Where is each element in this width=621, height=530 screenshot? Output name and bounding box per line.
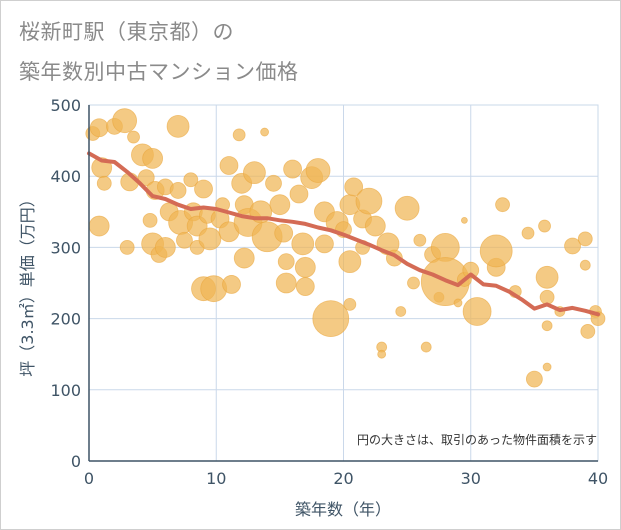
bubble-point — [265, 174, 282, 192]
y-tick-label: 0 — [71, 452, 81, 471]
bubble-point — [88, 215, 110, 237]
bubble-point — [343, 297, 357, 311]
chart-title-line-1: 桜新町駅（東京都）の — [19, 20, 234, 44]
x-tick-label: 10 — [206, 469, 226, 488]
bubble-point — [112, 108, 138, 134]
y-tick-label: 300 — [50, 238, 81, 257]
y-tick-label: 400 — [50, 167, 81, 186]
bubble-point — [291, 232, 315, 256]
bubble-point — [453, 298, 463, 308]
bubble-point — [200, 275, 228, 303]
bubble-point — [96, 175, 112, 191]
bubble-point — [541, 320, 553, 332]
bubble-point — [232, 128, 246, 142]
bubble-point — [275, 272, 297, 294]
bubble-point — [479, 234, 513, 268]
y-axis-label: 坪（3.3㎡）単価（万円） — [18, 191, 37, 376]
chart-title-line-2: 築年数別中古マンション価格 — [19, 60, 299, 84]
bubble-point — [580, 324, 596, 339]
bubble-point — [564, 237, 581, 255]
bubble-point — [119, 239, 135, 255]
x-tick-label: 40 — [588, 469, 608, 488]
bubble-point — [198, 227, 222, 251]
bubble-point — [462, 297, 492, 326]
x-tick-label: 0 — [84, 469, 94, 488]
bubble-point — [539, 289, 555, 305]
bubble-point — [462, 261, 480, 279]
bubble-point — [154, 236, 176, 258]
bubble-point — [394, 195, 420, 221]
bubble-point — [364, 215, 386, 237]
bubble-point — [525, 370, 543, 388]
bubble-point — [176, 231, 193, 249]
bubble-point — [579, 259, 591, 271]
bubble-point — [260, 127, 270, 137]
bubble-point — [274, 223, 294, 243]
bubble-point — [233, 247, 255, 269]
bubble-point — [420, 341, 432, 353]
bubble-point — [538, 219, 551, 233]
bubble-point — [577, 231, 593, 247]
bubble-point — [344, 177, 364, 197]
bubble-point — [460, 216, 468, 224]
bubble-point — [289, 184, 309, 204]
bubble-point — [166, 114, 190, 138]
bubble-point — [377, 349, 387, 359]
bubble-point — [521, 226, 535, 240]
bubble-point — [222, 275, 241, 294]
bubble-point — [338, 250, 362, 274]
x-axis-label: 築年数（年） — [295, 500, 391, 519]
bubble-point — [142, 147, 164, 169]
bubble-point — [219, 156, 239, 175]
bubble-point — [395, 306, 407, 317]
bubble-point — [542, 362, 552, 372]
grid — [88, 104, 599, 462]
bubble-point — [413, 233, 427, 247]
bubble-point — [305, 158, 331, 183]
bubble-point — [295, 277, 315, 296]
bubble-point — [407, 276, 420, 290]
bubble-point — [269, 194, 291, 216]
y-tick-label: 100 — [50, 381, 81, 400]
trend-series — [87, 151, 600, 317]
y-tick-label: 500 — [50, 96, 81, 115]
bubble-size-note: 円の大きさは、取引のあった物件面積を示す — [357, 432, 597, 447]
bubble-point — [127, 130, 140, 144]
bubble-series — [85, 108, 606, 388]
bubble-point — [315, 234, 334, 254]
bubble-point — [142, 212, 158, 228]
bubble-point — [183, 172, 199, 188]
x-tick-label: 30 — [461, 469, 481, 488]
bubble-point — [277, 253, 295, 271]
bubble-point — [294, 256, 316, 278]
bubble-point — [89, 118, 109, 138]
trend-line — [87, 151, 600, 317]
bubble-point — [194, 179, 213, 199]
bubble-point — [137, 169, 155, 187]
y-tick-label: 200 — [50, 310, 81, 329]
bubble-point — [312, 300, 350, 338]
bubble-point — [243, 161, 266, 185]
bubble-point — [535, 265, 559, 289]
bubble-point — [495, 197, 510, 213]
bubble-point — [169, 182, 187, 199]
x-tick-label: 20 — [333, 469, 353, 488]
bubble-point — [355, 187, 383, 215]
bubble-point — [283, 159, 303, 179]
